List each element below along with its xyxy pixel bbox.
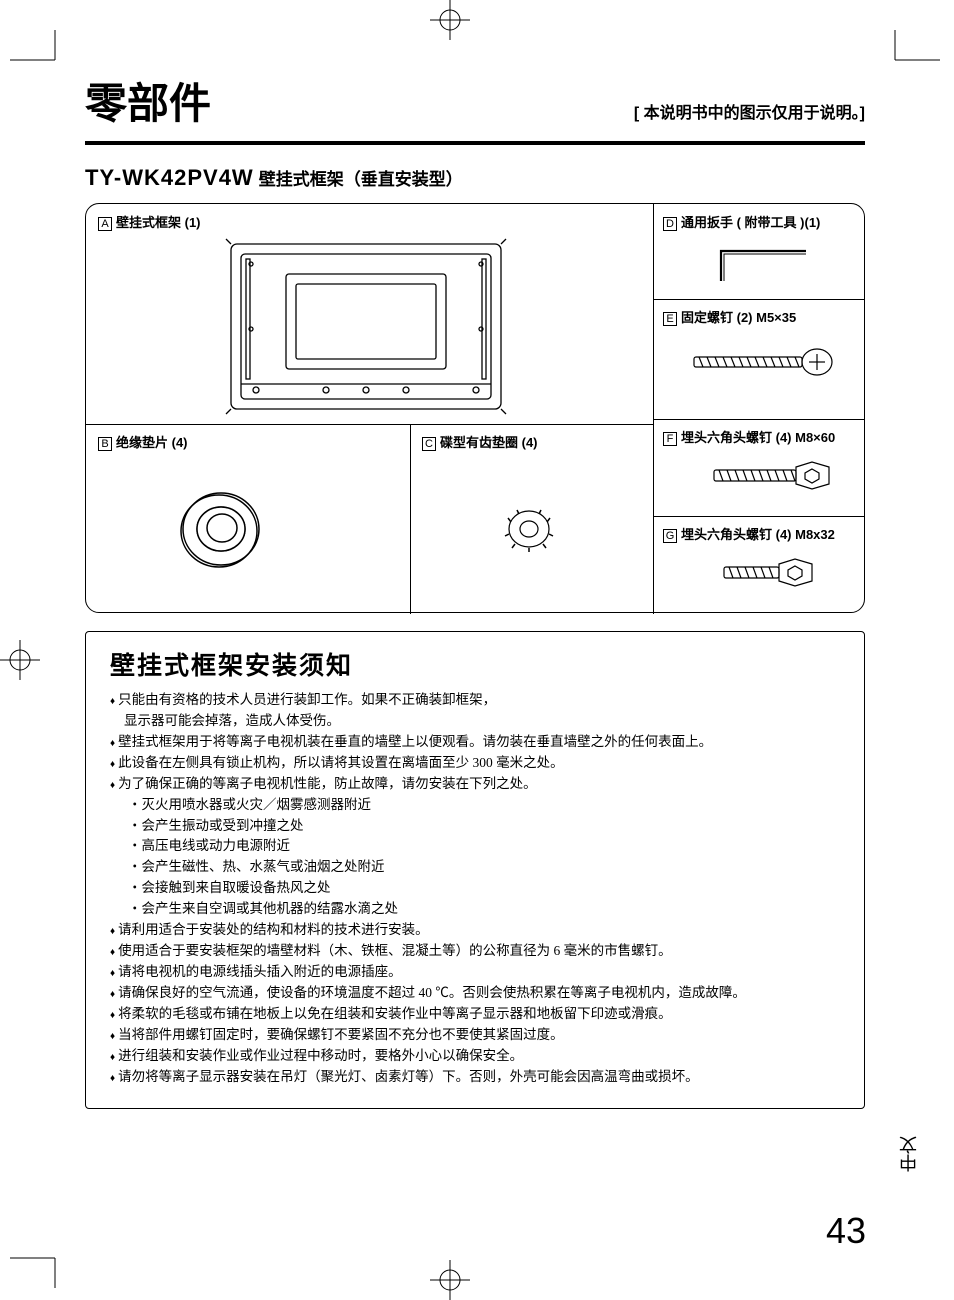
part-label-e: E 固定螺钉 (2) M5×35 [663,307,796,326]
letter-box-icon: G [663,529,677,543]
model-subtitle: 壁挂式框架（垂直安装型） [259,170,463,189]
part-text: 通用扳手 ( 附带工具 )(1) [681,215,820,230]
header-row: 零部件 [ 本说明书中的图示仅用于说明。] [85,70,865,131]
header-note: [ 本说明书中的图示仅用于说明。] [634,99,865,123]
page-number: 43 [826,1210,866,1252]
notice-item: 当将部件用螺钉固定时，要确保螺钉不要紧固不充分也不要使其紧固过度。 [110,1025,840,1046]
notice-item: 灭火用喷水器或火灾／烟雾感测器附近 [110,795,840,816]
spacer-illustration [171,489,271,584]
part-text: 埋头六角头螺钉 (4) M8x32 [681,527,835,542]
divider [653,419,865,420]
notice-item: 请将电视机的电源线插头插入附近的电源插座。 [110,962,840,983]
model-number: TY-WK42PV4W [85,165,254,190]
crop-mark-tl [10,30,70,70]
notice-item: 会接触到来自取暖设备热风之处 [110,878,840,899]
notice-item: 显示器可能会掉落，造成人体受伤。 [110,711,840,732]
notice-item: 壁挂式框架用于将等离子电视机装在垂直的墙壁上以便观看。请勿装在垂直墙壁之外的任何… [110,732,840,753]
notice-item: 会产生振动或受到冲撞之处 [110,816,840,837]
notice-item: 会产生磁性、热、水蒸气或油烟之处附近 [110,857,840,878]
divider [410,424,411,614]
part-text: 固定螺钉 (2) M5×35 [681,310,796,325]
notice-item: 进行组装和安装作业或作业过程中移动时，要格外小心以确保安全。 [110,1046,840,1067]
letter-box-icon: B [98,437,112,451]
notice-item: 为了确保正确的等离子电视机性能，防止故障，请勿安装在下列之处。 [110,774,840,795]
reg-mark-top [430,0,470,40]
notice-item: 请利用适合于安装处的结构和材料的技术进行安装。 [110,920,840,941]
notice-item: 请勿将等离子显示器安装在吊灯（聚光灯、卤素灯等）下。否则，外壳可能会因高温弯曲或… [110,1067,840,1088]
screw-g-illustration [719,554,839,594]
part-label-d: D 通用扳手 ( 附带工具 )(1) [663,212,820,231]
part-text: 绝缘垫片 (4) [116,435,188,450]
letter-box-icon: F [663,432,677,446]
bracket-illustration [216,234,516,419]
notice-item: 将柔软的毛毯或布铺在地板上以免在组装和安装作业中等离子显示器和地板留下印迹或滑痕… [110,1004,840,1025]
letter-box-icon: C [422,437,436,451]
part-label-c: C 碟型有齿垫圈 (4) [422,432,538,451]
letter-box-icon: A [98,217,112,231]
crop-mark-tr [880,30,940,70]
divider [653,204,654,614]
page-content: 零部件 [ 本说明书中的图示仅用于说明。] TY-WK42PV4W 壁挂式框架（… [85,70,865,1109]
notice-item: 请确保良好的空气流通，使设备的环境温度不超过 40 ℃。否则会使热积累在等离子电… [110,983,840,1004]
part-text: 壁挂式框架 (1) [116,215,201,230]
notice-title: 壁挂式框架安装须知 [110,646,840,682]
part-label-b: B 绝缘垫片 (4) [98,432,188,451]
divider [653,516,865,517]
language-tab: 中文 [894,1130,924,1178]
main-title: 零部件 [85,70,211,131]
notice-item: 会产生来自空调或其他机器的结露水滴之处 [110,899,840,920]
part-label-f: F 埋头六角头螺钉 (4) M8×60 [663,427,835,446]
divider [86,424,653,425]
reg-mark-bottom [430,1260,470,1300]
screw-f-illustration [709,457,849,497]
reg-mark-left [0,640,40,680]
crop-mark-bl [10,1248,70,1288]
washer-illustration [501,504,561,559]
notice-item: 此设备在左侧具有锁止机构，所以请将其设置在离墙面至少 300 毫米之处。 [110,753,840,774]
letter-box-icon: D [663,217,677,231]
parts-frame: A 壁挂式框架 (1) B 绝缘垫片 (4) [85,203,865,613]
divider [653,299,865,300]
part-text: 埋头六角头螺钉 (4) M8×60 [681,430,835,445]
notice-item: 高压电线或动力电源附近 [110,836,840,857]
header-rule [85,141,865,145]
screw-e-illustration [689,344,849,384]
part-text: 碟型有齿垫圈 (4) [440,435,538,450]
notice-list: 只能由有资格的技术人员进行装卸工作。如果不正确装卸框架，显示器可能会掉落，造成人… [110,690,840,1088]
part-label-g: G 埋头六角头螺钉 (4) M8x32 [663,524,835,543]
notice-item: 使用适合于要安装框架的墙壁材料（木、铁框、混凝土等）的公称直径为 6 毫米的市售… [110,941,840,962]
model-row: TY-WK42PV4W 壁挂式框架（垂直安装型） [85,165,865,191]
hexkey-illustration [706,239,826,289]
notice-item: 只能由有资格的技术人员进行装卸工作。如果不正确装卸框架， [110,690,840,711]
part-label-a: A 壁挂式框架 (1) [98,212,201,231]
letter-box-icon: E [663,312,677,326]
notice-box: 壁挂式框架安装须知 只能由有资格的技术人员进行装卸工作。如果不正确装卸框架，显示… [85,631,865,1109]
